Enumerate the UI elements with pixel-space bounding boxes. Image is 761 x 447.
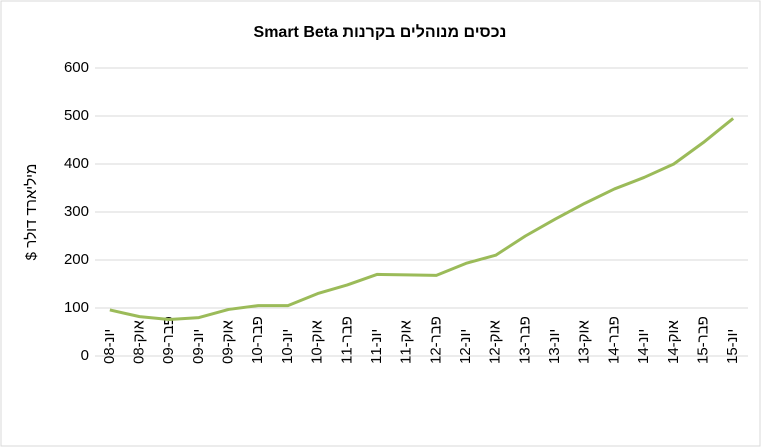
x-tick-label: אוק-13 bbox=[576, 320, 593, 364]
x-tick-label: פבר-14 bbox=[605, 316, 622, 364]
x-tick-label: יונ-13 bbox=[546, 329, 563, 364]
x-tick-label: יונ-10 bbox=[279, 329, 296, 364]
data-line bbox=[109, 117, 735, 322]
x-tick-label: פבר-15 bbox=[694, 316, 711, 364]
x-tick-label: אוק-12 bbox=[487, 320, 504, 364]
y-tick-label: 200 bbox=[64, 251, 89, 268]
y-tick-label: 0 bbox=[81, 347, 89, 364]
x-tick-label: פבר-09 bbox=[160, 316, 177, 364]
x-tick-label: יונ-09 bbox=[190, 329, 207, 364]
x-tick-label: אוק-09 bbox=[220, 320, 237, 364]
x-tick-label: פבר-12 bbox=[427, 316, 444, 364]
y-axis-label: מיליארד דולר $ bbox=[23, 164, 40, 261]
x-tick-label: יונ-14 bbox=[635, 329, 652, 364]
y-tick-label: 400 bbox=[64, 155, 89, 172]
x-tick-label: יונ-12 bbox=[457, 329, 474, 364]
x-tick-label: פבר-11 bbox=[338, 316, 355, 364]
chart-title: נכסים מנוהלים בקרנות Smart Beta bbox=[254, 23, 507, 41]
x-tick-label: יונ-11 bbox=[368, 329, 385, 364]
x-tick-label: אוק-10 bbox=[309, 320, 326, 364]
x-tick-label: פבר-10 bbox=[249, 316, 266, 364]
x-tick-label: אוק-11 bbox=[398, 320, 415, 364]
y-tick-label: 600 bbox=[64, 59, 89, 76]
y-tick-label: 300 bbox=[64, 203, 89, 220]
x-tick-label: יונ-08 bbox=[101, 329, 118, 364]
x-tick-label: יונ-15 bbox=[724, 329, 741, 364]
x-tick-label: אוק-14 bbox=[665, 320, 682, 364]
x-tick-label: פבר-13 bbox=[516, 316, 533, 364]
x-tick-label: אוק-08 bbox=[130, 320, 147, 364]
y-tick-label: 100 bbox=[64, 299, 89, 316]
y-tick-label: 500 bbox=[64, 107, 89, 124]
